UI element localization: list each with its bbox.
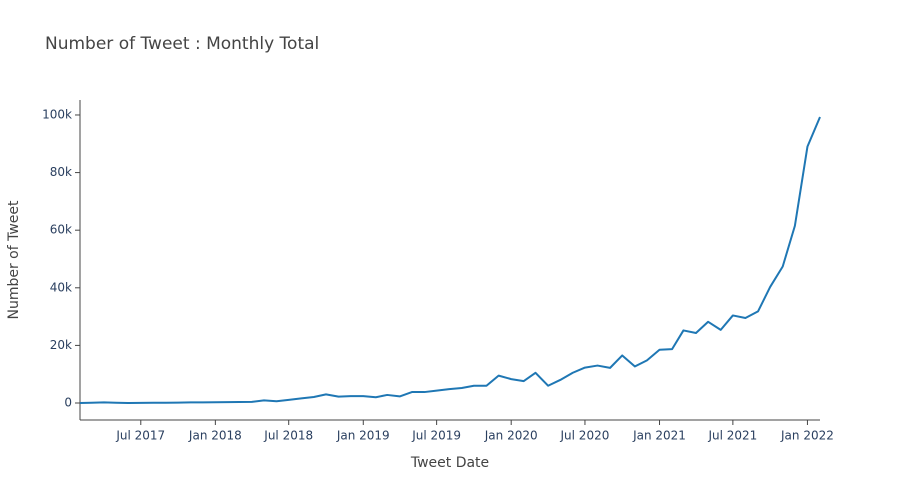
x-tick-label: Jul 2021 <box>707 429 757 443</box>
x-tick-label: Jan 2021 <box>632 429 686 443</box>
x-tick-label: Jan 2020 <box>484 429 538 443</box>
y-tick-label: 0 <box>64 396 72 410</box>
x-tick-label: Jul 2018 <box>263 429 313 443</box>
x-tick-label: Jan 2022 <box>780 429 834 443</box>
y-tick-label: 60k <box>50 223 72 237</box>
line-series <box>79 116 821 405</box>
y-tick-label: 100k <box>42 107 72 121</box>
x-tick-label: Jul 2019 <box>411 429 461 443</box>
chart-title: Number of Tweet : Monthly Total <box>45 34 319 54</box>
y-tick-label: 40k <box>50 280 72 294</box>
x-axis-label: Tweet Date <box>410 455 489 471</box>
y-axis-label: Number of Tweet <box>6 200 22 320</box>
x-tick-label: Jul 2017 <box>115 429 165 443</box>
x-tick-label: Jan 2018 <box>188 429 242 443</box>
x-tick-label: Jul 2020 <box>560 429 610 443</box>
y-tick-label: 20k <box>50 338 72 352</box>
y-tick-label: 80k <box>50 165 72 179</box>
x-tick-label: Jan 2019 <box>336 429 390 443</box>
